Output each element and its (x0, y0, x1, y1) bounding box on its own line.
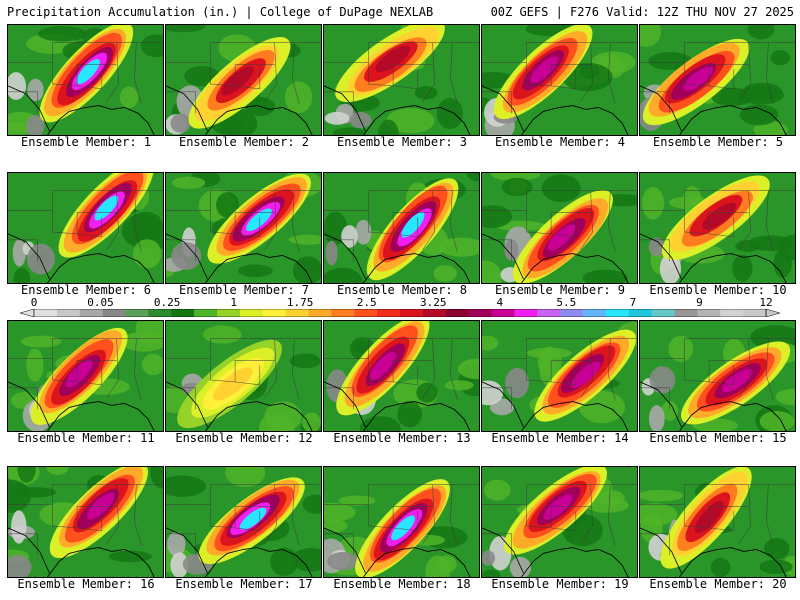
colorbar-swatch (194, 309, 218, 317)
ensemble-member-label: Ensemble Member: 6 (20, 283, 152, 297)
ensemble-member-map (165, 466, 322, 578)
colorbar-tick-label: 7 (629, 296, 637, 309)
ensemble-member-map (323, 24, 480, 136)
ensemble-member-label: Ensemble Member: 20 (649, 577, 787, 591)
header-left-title: Precipitation Accumulation (in.) | Colle… (7, 5, 434, 19)
ensemble-member-label: Ensemble Member: 1 (20, 135, 152, 149)
ensemble-member-label: Ensemble Member: 14 (491, 431, 629, 445)
colorbar-swatch (377, 309, 401, 317)
colorbar-swatch (285, 309, 309, 317)
ensemble-member-map (639, 24, 796, 136)
ensemble-member-label: Ensemble Member: 18 (333, 577, 471, 591)
ensemble-member-label: Ensemble Member: 17 (175, 577, 313, 591)
colorbar-swatch (720, 309, 744, 317)
colorbar-swatch (445, 309, 469, 317)
ensemble-member-map (639, 466, 796, 578)
ensemble-member-map (7, 172, 164, 284)
ensemble-member-label: Ensemble Member: 10 (649, 283, 787, 297)
colorbar-tick-label: 12 (759, 296, 773, 309)
ensemble-member-map (323, 466, 480, 578)
colorbar-swatch (331, 309, 355, 317)
colorbar-tick-label: 1.75 (286, 296, 314, 309)
colorbar-swatch (422, 309, 447, 317)
colorbar-swatch (262, 309, 286, 317)
ensemble-member-map (481, 172, 638, 284)
ensemble-member-label: Ensemble Member: 7 (178, 283, 310, 297)
ensemble-member-map (323, 320, 480, 432)
colorbar-swatch (102, 309, 126, 317)
colorbar-swatch (491, 309, 515, 317)
colorbar-swatch (674, 309, 698, 317)
colorbar-swatch (148, 309, 172, 317)
colorbar-tick-label: 2.5 (356, 296, 377, 309)
colorbar-swatch (79, 309, 103, 317)
colorbar-swatch (514, 309, 538, 317)
colorbar-tick-label: 9 (696, 296, 703, 309)
colorbar-tick-label: 0.05 (87, 296, 114, 309)
ensemble-member-label: Ensemble Member: 3 (336, 135, 468, 149)
ensemble-member-label: Ensemble Member: 13 (333, 431, 471, 445)
colorbar-swatch (34, 309, 58, 317)
ensemble-member-map (639, 172, 796, 284)
ensemble-member-label: Ensemble Member: 11 (17, 431, 155, 445)
colorbar-swatch (697, 309, 721, 317)
ensemble-member-label: Ensemble Member: 9 (494, 283, 626, 297)
ensemble-member-map (481, 24, 638, 136)
ensemble-member-map (481, 466, 638, 578)
colorbar-swatch (468, 309, 492, 317)
ensemble-member-map (7, 24, 164, 136)
colorbar-swatch (560, 309, 584, 317)
colorbar-swatch (583, 309, 607, 317)
ensemble-member-label: Ensemble Member: 2 (178, 135, 310, 149)
ensemble-member-label: Ensemble Member: 16 (17, 577, 155, 591)
colorbar-tick-label: 5.5 (556, 296, 577, 309)
colorbar-swatch (628, 309, 652, 317)
ensemble-member-map (7, 466, 164, 578)
ensemble-member-map (639, 320, 796, 432)
colorbar-tick-labels: 0 0.05 0.25 1 1.75 2.5 3.25 4 5.5 7 9 12 (0, 296, 800, 309)
ensemble-member-map (323, 172, 480, 284)
colorbar-swatch (605, 309, 630, 317)
ensemble-member-label: Ensemble Member: 8 (336, 283, 468, 297)
colorbar-swatch (354, 309, 378, 317)
ensemble-member-label: Ensemble Member: 12 (175, 431, 313, 445)
colorbar-tick-label: 3.25 (420, 296, 447, 309)
colorbar-tick-label: 4 (496, 296, 504, 309)
colorbar-swatch (171, 309, 195, 317)
ensemble-member-label: Ensemble Member: 15 (649, 431, 787, 445)
colorbar-right-arrow (765, 309, 780, 317)
ensemble-member-map (165, 172, 322, 284)
ensemble-member-map (165, 24, 322, 136)
header-right-title: 00Z GEFS | F276 Valid: 12Z THU NOV 27 20… (490, 5, 794, 19)
colorbar-swatch (217, 309, 241, 317)
colorbar-tick-label: 1 (230, 296, 237, 309)
colorbar-swatch (239, 309, 264, 317)
ensemble-member-map (7, 320, 164, 432)
colorbar-swatch (125, 309, 149, 317)
colorbar-swatch (56, 309, 81, 317)
ensemble-member-label: Ensemble Member: 4 (494, 135, 626, 149)
ensemble-member-map (165, 320, 322, 432)
colorbar-swatch (651, 309, 675, 317)
colorbar-swatch (400, 309, 424, 317)
colorbar-swatch (537, 309, 561, 317)
ensemble-member-label: Ensemble Member: 19 (491, 577, 629, 591)
colorbar-tick-label: 0.25 (153, 296, 181, 309)
colorbar-swatch (308, 309, 332, 317)
colorbar-left-arrow (20, 309, 35, 317)
colorbar-tick-label: 0 (30, 296, 38, 309)
ensemble-member-map (481, 320, 638, 432)
colorbar-swatch (743, 309, 767, 317)
colorbar (20, 309, 780, 317)
ensemble-member-label: Ensemble Member: 5 (652, 135, 784, 149)
